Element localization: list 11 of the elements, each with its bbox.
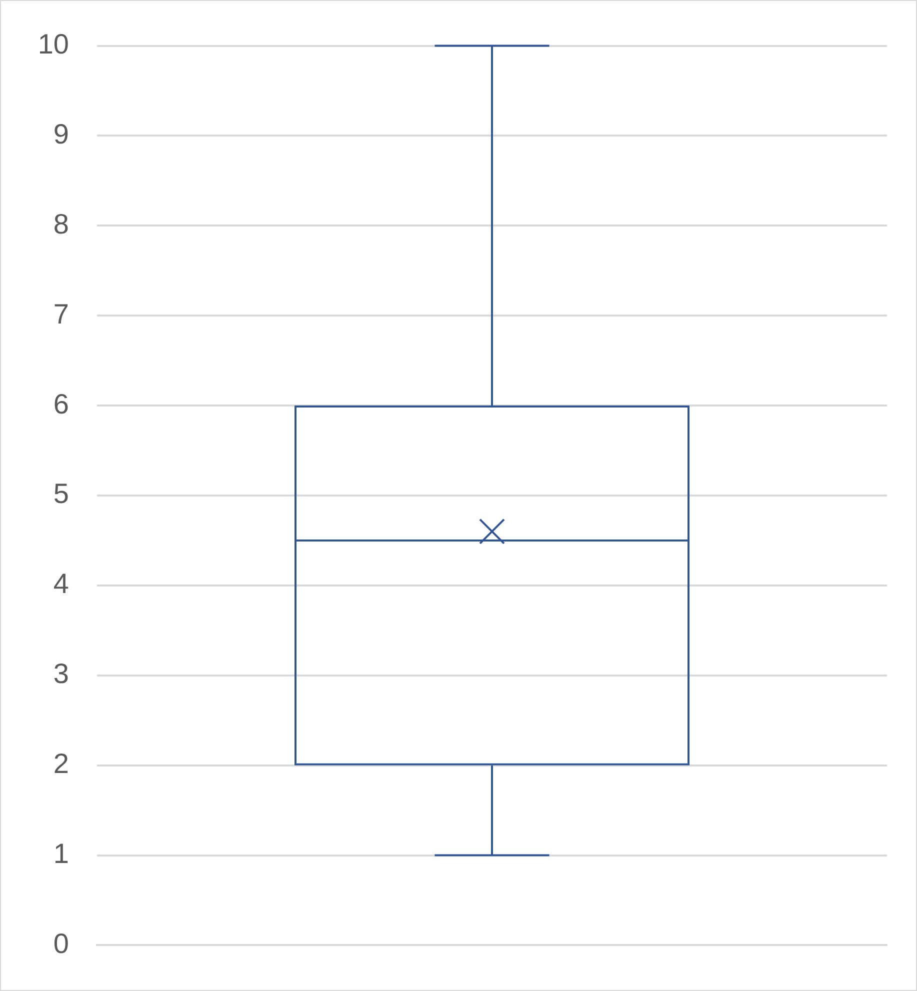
y-tick-label: 1 (53, 838, 69, 869)
y-tick-label: 10 (38, 28, 69, 60)
y-tick-label: 6 (53, 388, 69, 420)
y-tick-label: 9 (53, 118, 69, 150)
y-tick-label: 0 (53, 928, 69, 959)
y-tick-label: 3 (53, 658, 69, 690)
y-tick-label: 8 (53, 208, 69, 240)
y-tick-label: 5 (53, 478, 69, 510)
y-tick-label: 4 (53, 568, 69, 600)
y-tick-label: 7 (53, 298, 69, 330)
y-tick-label: 2 (53, 748, 69, 780)
